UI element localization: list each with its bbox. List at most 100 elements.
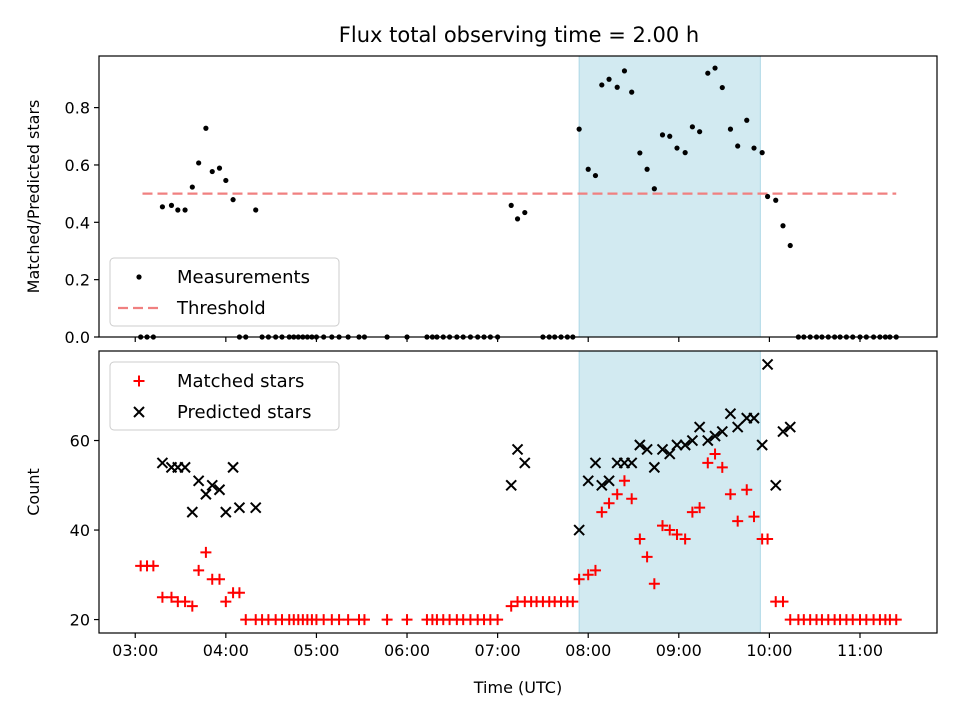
matched-stars-point: [505, 600, 517, 612]
predicted-stars-point: [250, 501, 262, 514]
bottom-y-tick-label: 40: [70, 521, 90, 540]
matched-stars-point: [648, 578, 660, 590]
matched-stars-point: [342, 614, 354, 626]
predicted-stars-point: [213, 484, 226, 496]
x-tick-label: 09:00: [656, 641, 702, 660]
measurement-point: [735, 143, 741, 149]
matched-stars-point: [186, 600, 198, 612]
measurement-point: [674, 145, 680, 151]
predicted-stars-point: [761, 358, 774, 371]
predicted-stars-point: [664, 448, 676, 460]
measurement-point: [614, 84, 620, 90]
measurement-point: [223, 177, 229, 184]
x-tick-label: 07:00: [475, 641, 521, 660]
matched-stars-point: [179, 596, 191, 608]
matched-stars-point: [656, 520, 668, 532]
matched-stars-point: [709, 448, 721, 460]
measurement-point: [780, 223, 786, 229]
predicted-stars-point: [233, 501, 246, 514]
bottom-axes-frame: [98, 350, 938, 634]
predicted-stars-point: [702, 434, 714, 447]
legend-measurements-marker: [136, 274, 142, 280]
matched-stars-point: [611, 488, 623, 500]
bottom-y-axis-label: Count: [24, 468, 43, 516]
predicted-stars-point: [756, 439, 768, 451]
legend-box: [109, 361, 340, 431]
predicted-stars-point: [186, 506, 199, 518]
matched-stars-point: [777, 596, 789, 608]
predicted-stars-point: [709, 430, 721, 442]
bottom-legend: Matched stars Predicted stars: [109, 361, 340, 431]
predicted-stars-point: [227, 461, 239, 474]
predicted-stars-point: [656, 443, 669, 456]
top-y-tick-label: 0.4: [65, 213, 90, 232]
measurement-point: [175, 207, 181, 213]
bottom-y-tick-label: 60: [70, 432, 90, 451]
predicted-stars-point: [505, 479, 517, 491]
matched-stars-point: [671, 529, 683, 541]
matched-stars-point: [679, 533, 691, 545]
matched-stars-point: [165, 591, 177, 603]
measurement-point: [659, 132, 666, 138]
matched-stars-point: [702, 457, 714, 469]
measurement-point: [253, 207, 259, 213]
matched-stars-point: [401, 614, 413, 626]
predicted-stars-point: [770, 479, 782, 491]
measurement-point: [592, 172, 599, 179]
measurement-point: [522, 209, 528, 216]
predicted-stars-point: [731, 421, 744, 433]
measurement-point: [764, 193, 771, 200]
bottom-y-tick-label: 20: [70, 611, 90, 630]
legend-matched-marker: [133, 375, 145, 387]
matched-stars-point: [716, 461, 728, 473]
matched-stars-point: [213, 573, 225, 585]
predicted-stars-point: [784, 421, 796, 433]
measurement-point: [667, 133, 673, 139]
predicted-stars-point: [156, 457, 169, 469]
bottom-highlight-band: [578, 350, 761, 634]
measurement-point: [689, 124, 695, 130]
matched-stars-point: [732, 515, 744, 527]
measurement-point: [599, 82, 605, 88]
matched-stars-point: [200, 546, 212, 558]
predicted-stars-point: [648, 461, 661, 474]
top-y-tick-label: 0.6: [65, 156, 90, 175]
measurement-point: [759, 150, 765, 156]
matched-stars-point: [634, 533, 646, 545]
x-axis-label: Time (UTC): [473, 678, 562, 697]
predicted-stars-point: [200, 488, 212, 500]
measurement-point: [230, 197, 236, 203]
measurement-point: [514, 216, 521, 222]
x-tick-label: 04:00: [203, 641, 249, 660]
measurement-point: [621, 68, 628, 74]
predicted-stars-point: [206, 479, 218, 491]
x-tick-label: 11:00: [837, 641, 883, 660]
measurement-point: [719, 84, 725, 91]
x-tick-label: 05:00: [293, 641, 339, 660]
measurement-point: [196, 160, 202, 166]
matched-stars-point: [686, 506, 698, 518]
matched-stars-point: [381, 614, 393, 626]
predicted-stars-point: [582, 475, 594, 487]
top-y-tick-label: 0.2: [65, 271, 90, 290]
matched-stars-point: [573, 573, 585, 585]
measurement-point: [744, 117, 750, 123]
predicted-stars-point: [192, 475, 205, 487]
matched-stars-point: [596, 506, 608, 518]
legend-entry-label: Predicted stars: [177, 402, 311, 423]
predicted-stars-point: [777, 425, 789, 438]
predicted-stars-point: [671, 439, 683, 451]
top-y-axis-label: Matched/Predicted stars: [24, 100, 43, 294]
top-panel-ratio-chart: 0.0 0.2 0.4 0.6 0.8 Matched/Predicted stars Me…: [24, 55, 938, 347]
matched-stars-point: [890, 614, 902, 626]
measurement-point: [644, 166, 650, 172]
measurement-point: [508, 202, 514, 208]
predicted-stars-point: [596, 479, 608, 491]
measurement-point: [629, 89, 635, 95]
predicted-stars-point: [511, 443, 524, 456]
top-y-tick-label: 0.8: [65, 99, 90, 118]
predicted-stars-point: [179, 461, 191, 474]
measurement-point: [576, 126, 582, 132]
matched-stars-point: [641, 551, 653, 563]
